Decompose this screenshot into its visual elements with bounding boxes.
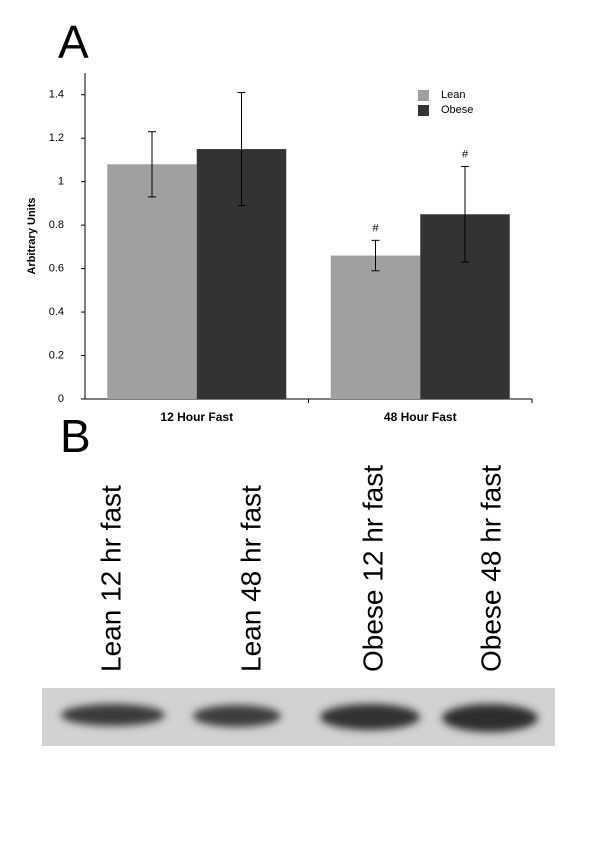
y-tick-label: 1.4 <box>49 89 64 101</box>
lane-label: Lean 12 hr fast <box>95 485 126 672</box>
panel-label: A <box>58 16 89 68</box>
lane-label: Obese 12 hr fast <box>357 465 388 672</box>
x-tick-label: 48 Hour Fast <box>384 410 457 424</box>
legend-swatch <box>418 90 429 101</box>
bar <box>107 164 197 399</box>
lane-label: Lean 48 hr fast <box>235 485 266 672</box>
panel-label: B <box>60 410 91 462</box>
legend-label: Lean <box>441 89 465 101</box>
y-tick-label: 1.2 <box>49 132 64 144</box>
bar <box>330 255 421 399</box>
significance-marker: # <box>372 222 379 234</box>
significance-marker: # <box>462 148 469 160</box>
x-tick-label: 12 Hour Fast <box>160 410 233 424</box>
y-tick-label: 1 <box>58 176 64 188</box>
y-axis-label: Arbitrary Units <box>26 197 38 274</box>
y-tick-label: 0.4 <box>49 306 64 318</box>
western-blot <box>42 688 555 746</box>
y-tick-label: 0 <box>58 393 64 405</box>
y-tick-label: 0.8 <box>49 219 64 231</box>
blot-band <box>320 704 420 730</box>
y-tick-label: 0.6 <box>49 263 64 275</box>
legend-label: Obese <box>441 104 473 116</box>
y-tick-label: 0.2 <box>49 349 64 361</box>
blot-band <box>61 704 165 726</box>
blot-band <box>442 704 538 732</box>
legend-swatch <box>418 105 429 116</box>
lane-label: Obese 48 hr fast <box>475 465 506 672</box>
blot-band <box>193 705 281 727</box>
